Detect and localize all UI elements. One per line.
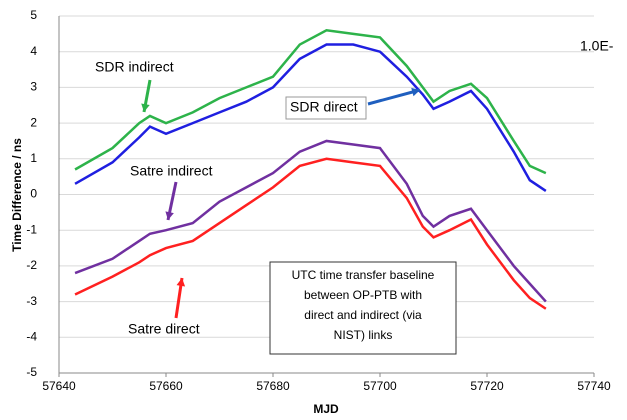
arrow-head bbox=[411, 87, 420, 97]
note-text: between OP-PTB with bbox=[304, 288, 422, 302]
annotation-arrow bbox=[367, 88, 421, 106]
y-tick-label: -5 bbox=[26, 365, 37, 379]
arrow-head bbox=[176, 278, 186, 287]
note-box bbox=[269, 261, 457, 355]
x-tick-label: 57700 bbox=[363, 379, 397, 393]
y-tick-label: 1 bbox=[30, 151, 37, 165]
x-tick-label: 57660 bbox=[149, 379, 183, 393]
y-tick-label: 0 bbox=[30, 187, 37, 201]
y-tick-label: -4 bbox=[26, 329, 37, 343]
x-tick-label: 57640 bbox=[42, 379, 76, 393]
y-tick-label: -1 bbox=[26, 222, 37, 236]
arrow-head bbox=[141, 103, 150, 112]
x-tick-label: 57720 bbox=[470, 379, 504, 393]
y-tick-label: -2 bbox=[26, 258, 37, 272]
arrow-head bbox=[165, 211, 174, 220]
x-axis-label: MJD bbox=[313, 402, 339, 416]
note-text: NIST) links bbox=[334, 328, 393, 342]
y-tick-label: 3 bbox=[30, 80, 37, 94]
annotation: SDR indirect bbox=[95, 59, 174, 75]
note-text: direct and indirect (via bbox=[304, 308, 422, 322]
note-text: UTC time transfer baseline bbox=[292, 268, 435, 282]
annotation: Satre indirect bbox=[130, 163, 213, 179]
series-line bbox=[74, 157, 547, 310]
y-tick-label: 4 bbox=[30, 44, 37, 58]
annotation: SDR direct bbox=[290, 99, 358, 115]
y-axis-label: Time Difference / ns bbox=[10, 138, 24, 252]
series-line bbox=[74, 43, 547, 192]
y-tick-label: 5 bbox=[30, 8, 37, 22]
annotation-box bbox=[285, 96, 367, 120]
x-tick-label: 57680 bbox=[256, 379, 290, 393]
series-line bbox=[74, 28, 547, 175]
annotation: Satre direct bbox=[128, 321, 200, 337]
y-tick-label: -3 bbox=[26, 294, 37, 308]
y-tick-label: 2 bbox=[30, 115, 37, 129]
series-line bbox=[74, 139, 547, 303]
annotation: 1.0E- bbox=[580, 38, 614, 54]
x-tick-label: 57740 bbox=[577, 379, 611, 393]
